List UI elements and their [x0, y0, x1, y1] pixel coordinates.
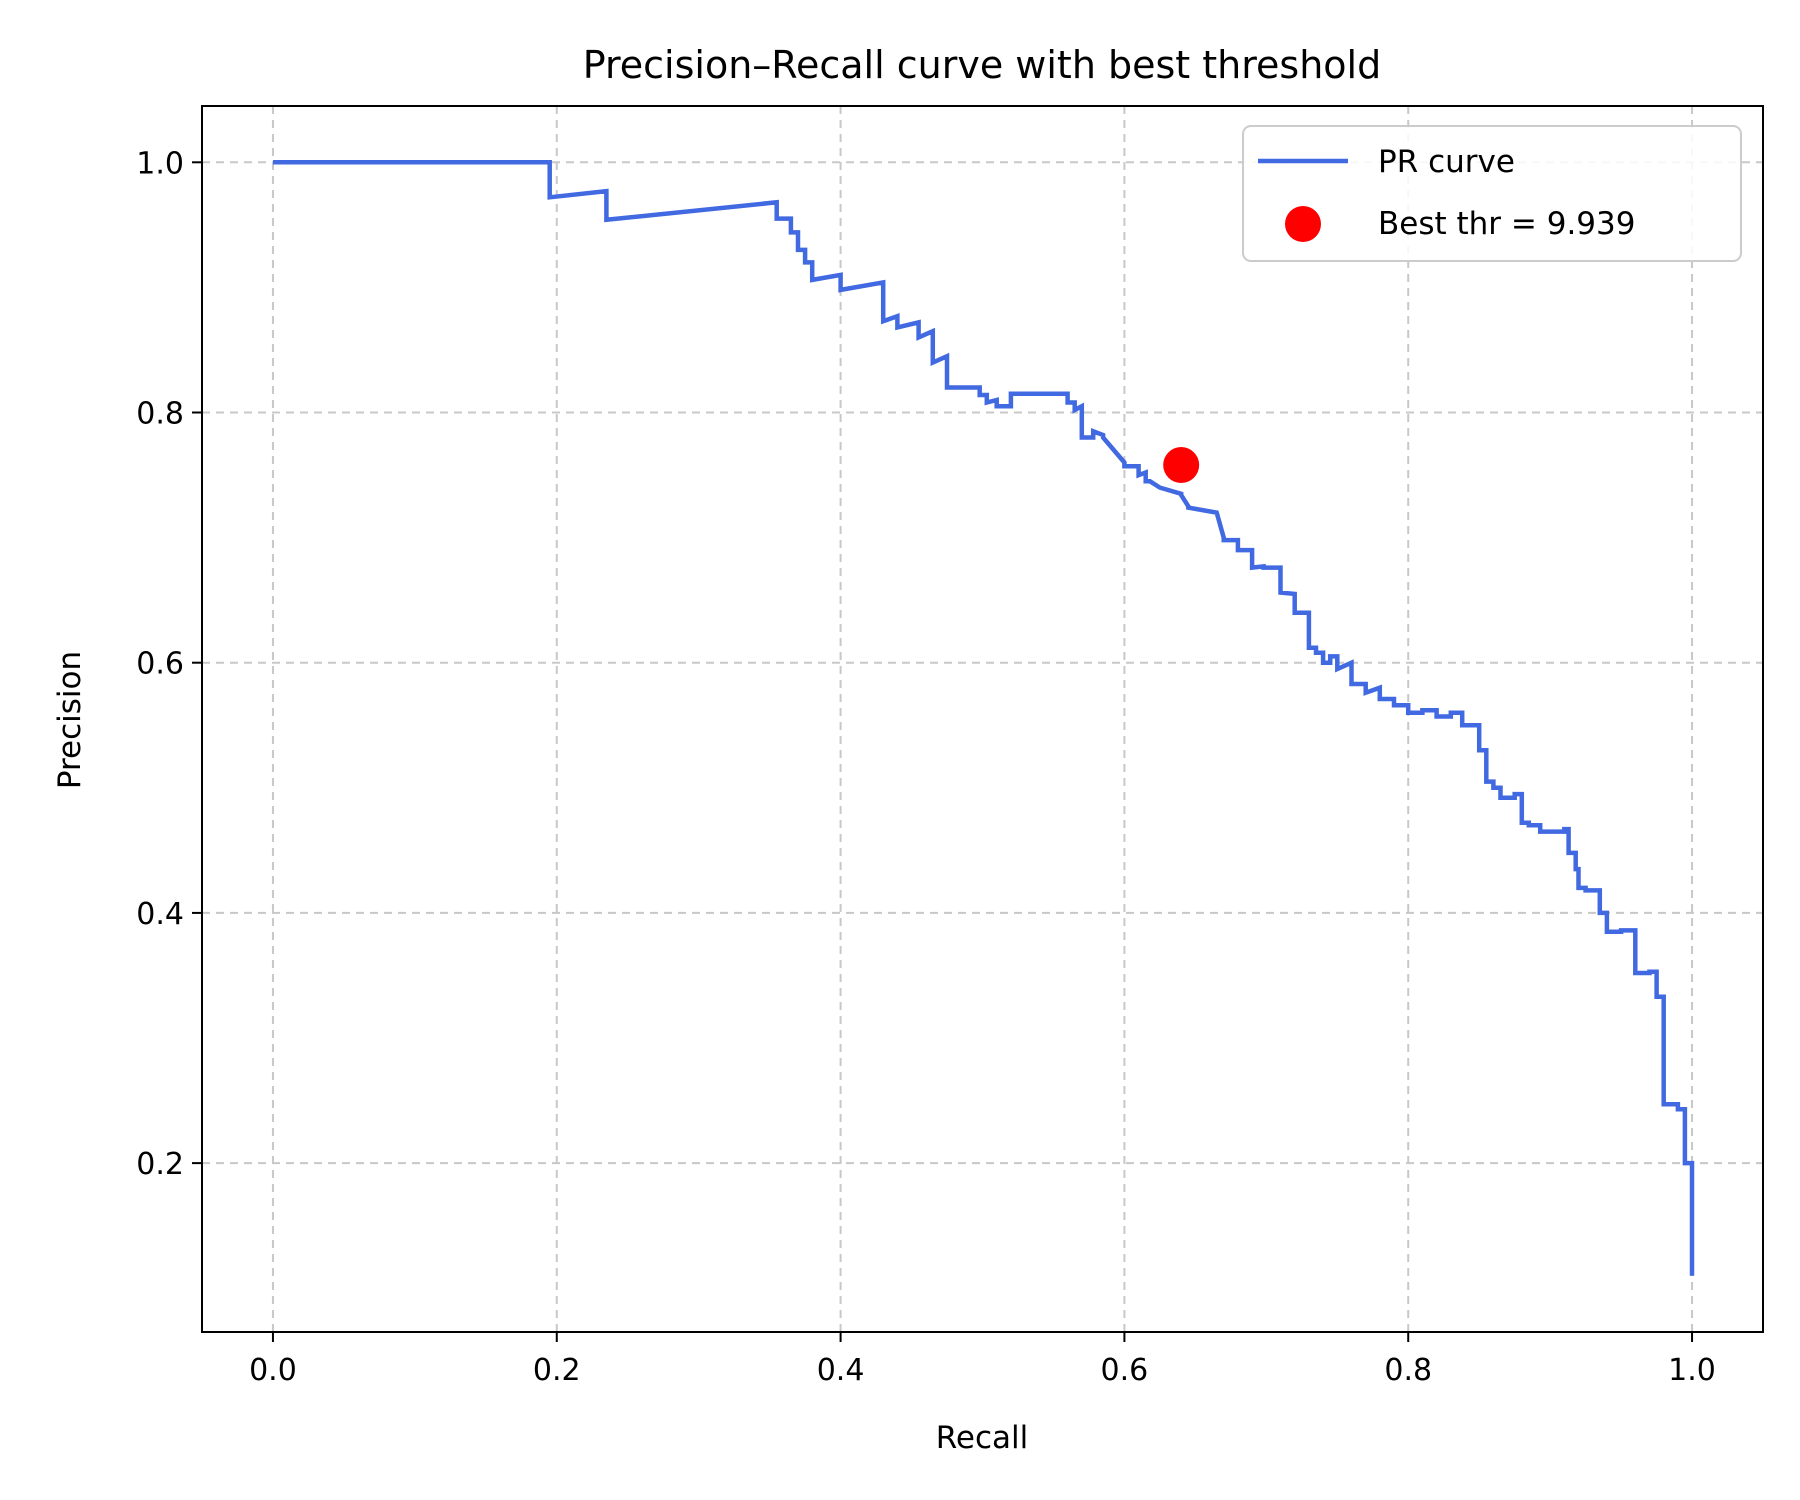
y-tick-label: 0.8: [136, 397, 184, 432]
x-tick-label: 0.0: [249, 1353, 297, 1388]
chart-title: Precision–Recall curve with best thresho…: [583, 43, 1381, 87]
x-tick-label: 0.4: [817, 1353, 865, 1388]
y-tick-label: 1.0: [136, 146, 184, 181]
x-tick-label: 1.0: [1668, 1353, 1716, 1388]
y-tick-label: 0.2: [136, 1147, 184, 1182]
x-tick-label: 0.6: [1101, 1353, 1149, 1388]
axes-frame: [201, 105, 1764, 1333]
legend-box: [1242, 125, 1742, 262]
x-axis-ticks: 0.0 0.2 0.4 0.6 0.8 1.0: [249, 1332, 1716, 1388]
pr-curve-line: [273, 160, 1695, 1276]
legend: PR curve Best thr = 9.939: [1242, 125, 1742, 262]
legend-label-pr-curve: PR curve: [1378, 144, 1515, 180]
x-axis-label: Recall: [936, 1420, 1029, 1456]
y-axis-ticks: 0.2 0.4 0.6 0.8 1.0: [136, 146, 202, 1182]
y-tick-label: 0.4: [136, 897, 184, 932]
legend-marker-swatch: [1285, 206, 1321, 242]
x-tick-label: 0.8: [1384, 1353, 1432, 1388]
y-axis-label: Precision: [52, 651, 88, 789]
x-tick-label: 0.2: [533, 1353, 581, 1388]
legend-label-best-threshold: Best thr = 9.939: [1378, 206, 1635, 242]
best-threshold-point: [1163, 447, 1200, 484]
y-tick-label: 0.6: [136, 647, 184, 682]
plot-series: [273, 160, 1695, 1276]
